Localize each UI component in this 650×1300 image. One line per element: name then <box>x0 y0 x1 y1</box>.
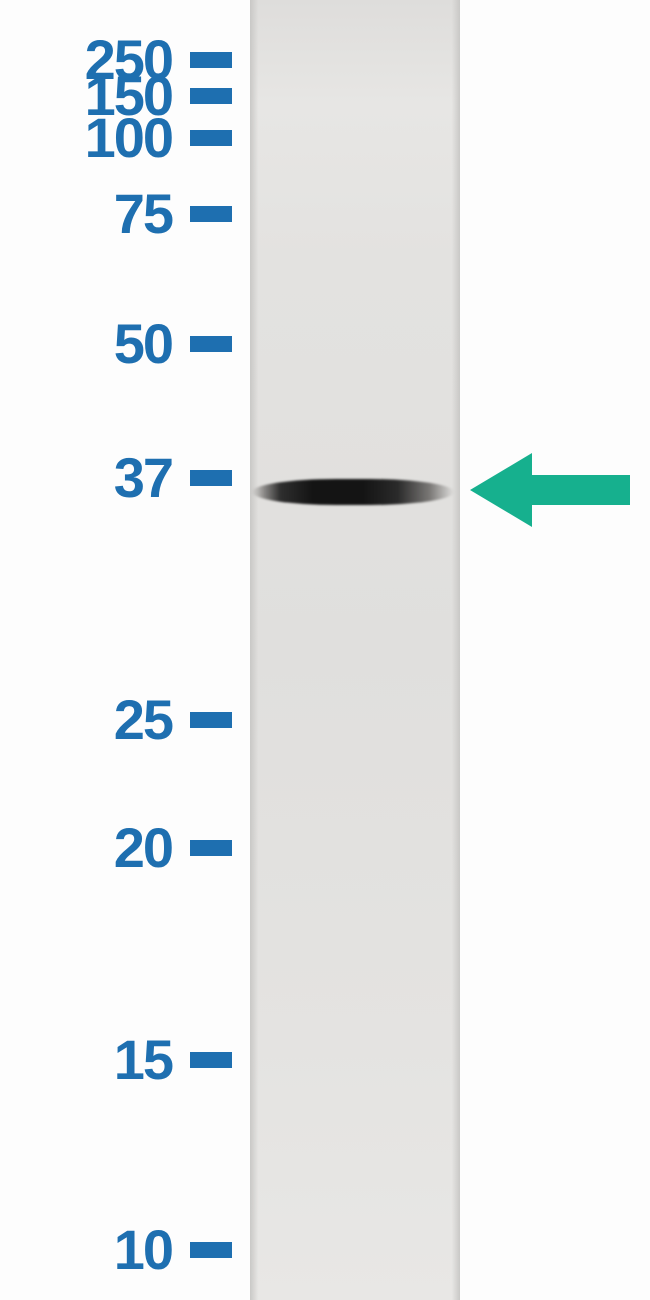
mw-marker-label: 25 <box>0 692 178 748</box>
mw-marker-tick <box>190 130 232 146</box>
band-indicator-arrow <box>470 453 630 527</box>
mw-marker-tick <box>190 88 232 104</box>
mw-marker-tick <box>190 206 232 222</box>
western-blot-figure: 25015010075503725201510 <box>0 0 650 1300</box>
mw-marker-tick <box>190 52 232 68</box>
mw-marker-label: 50 <box>0 316 178 372</box>
mw-marker-tick <box>190 336 232 352</box>
mw-marker-tick <box>190 1052 232 1068</box>
mw-marker-label: 10 <box>0 1222 178 1278</box>
blot-lane <box>250 0 460 1300</box>
mw-marker-label: 20 <box>0 820 178 876</box>
mw-marker-label: 15 <box>0 1032 178 1088</box>
mw-marker-tick <box>190 470 232 486</box>
mw-marker-tick <box>190 712 232 728</box>
protein-band <box>252 479 454 505</box>
mw-marker-label: 37 <box>0 450 178 506</box>
mw-marker-label: 100 <box>0 110 178 166</box>
mw-marker-label: 75 <box>0 186 178 242</box>
mw-marker-tick <box>190 840 232 856</box>
mw-marker-tick <box>190 1242 232 1258</box>
